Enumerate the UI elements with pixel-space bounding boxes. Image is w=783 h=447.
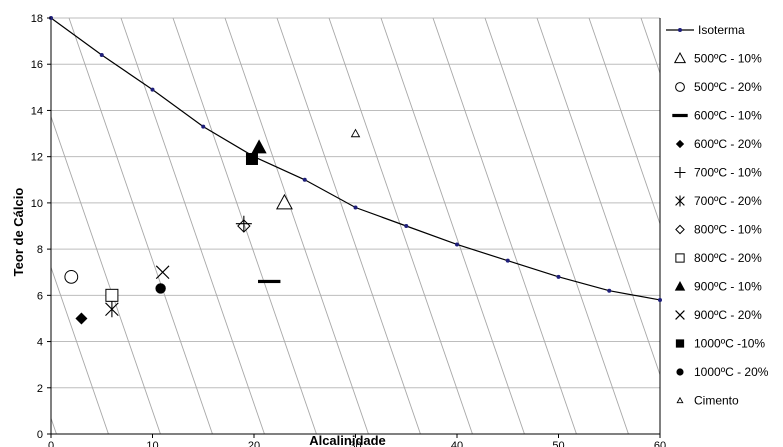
diagonal-line (276, 18, 421, 434)
isotherm-point (99, 52, 104, 57)
isotherm-point (505, 258, 510, 263)
tick-labels: 0 2 4 6 8 10 12 14 16 18 0 10 20 30 40 50 60 (31, 13, 666, 447)
legend-label: 900ºC - 20% (694, 308, 762, 322)
x-tick-label: 40 (451, 440, 463, 447)
diagonal-line (51, 115, 161, 434)
point-triangle-filled (251, 139, 267, 154)
legend-label: 700ºC - 20% (694, 194, 762, 208)
y-tick-label: 6 (37, 290, 43, 302)
point-square-filled (245, 152, 258, 165)
legend-marker-plus (674, 167, 686, 178)
legend-label: 800ºC - 20% (694, 251, 762, 265)
point-triangle-open (276, 193, 293, 210)
point-x (155, 265, 170, 280)
y-tick-label: 8 (37, 244, 43, 256)
point-diamond-filled (75, 312, 88, 325)
isotherm-line (50, 17, 661, 301)
legend-marker-circle-open (675, 82, 685, 92)
diagonal-line (432, 18, 577, 434)
x-axis-title: Alcalinidade (309, 433, 386, 447)
x-tick-label: 0 (48, 440, 54, 447)
diagonal-line (68, 18, 213, 434)
x-tick-label: 30 (349, 440, 361, 447)
diagonal-line (588, 18, 660, 226)
point-asterisk (105, 301, 119, 318)
isotherm-point (353, 205, 358, 210)
legend: Isoterma 500ºC - 10% 500ºC - 20% 600ºC - 10… (666, 23, 769, 408)
diagonal-line (224, 18, 369, 434)
legend-label: 1000ºC - 20% (694, 365, 769, 379)
y-axis-title: Teor de Cálcio (11, 188, 26, 277)
diagonal-line (536, 18, 660, 377)
diagonal-line (51, 266, 109, 434)
x-tick-label: 60 (654, 440, 666, 447)
isotherm-point (556, 274, 561, 279)
diagonal-line (172, 18, 317, 434)
point-triangle-small (350, 128, 361, 138)
diagonal-line (484, 18, 629, 434)
point-diamond-open (237, 219, 251, 233)
y-tick-label: 18 (31, 13, 43, 25)
legend-marker-asterisk (675, 195, 685, 207)
legend-marker-diamond-filled (675, 139, 685, 149)
isotherm-point (201, 124, 206, 129)
y-tick-label: 10 (31, 198, 43, 210)
data-markers (64, 128, 361, 325)
isotherm-point (607, 288, 612, 293)
gridlines (51, 17, 660, 435)
diagonal-guides (0, 18, 660, 434)
point-circle-filled (155, 283, 166, 294)
y-tick-label: 4 (37, 337, 43, 349)
point-plus (235, 215, 252, 232)
legend-marker-triangle-open (673, 51, 687, 64)
isotherm-point (658, 297, 662, 302)
diagonal-line (380, 18, 525, 434)
y-tick-label: 2 (37, 383, 43, 395)
y-tick-label: 0 (37, 429, 43, 441)
y-tick-label: 16 (31, 59, 43, 71)
legend-isotherm-dot (678, 28, 682, 32)
legend-label: 600ºC - 20% (694, 137, 762, 151)
point-dash (258, 279, 281, 284)
legend-marker-square-open (675, 253, 685, 263)
isotherm-point (404, 224, 409, 228)
legend-marker-square-filled (675, 339, 685, 348)
legend-label: 600ºC - 10% (694, 109, 762, 123)
legend-label: Isoterma (698, 23, 745, 37)
legend-marker-diamond-open (675, 224, 685, 235)
point-square-open (105, 288, 119, 302)
legend-marker-triangle-filled (674, 281, 686, 291)
x-tick-label: 50 (552, 440, 564, 447)
legend-label: 900ºC - 10% (694, 280, 762, 294)
legend-marker-triangle-small (676, 396, 684, 404)
diagonal-line (51, 416, 57, 434)
isotherm-point (150, 87, 155, 92)
legend-marker-x (675, 310, 685, 320)
point-circle-open (64, 269, 79, 284)
x-tick-label: 20 (248, 440, 260, 447)
legend-marker-dash (672, 113, 688, 118)
isotherm-point (455, 242, 459, 247)
legend-marker-circle-filled (676, 368, 684, 376)
legend-label: 500ºC - 10% (694, 52, 762, 66)
legend-label: 1000ºC -10% (694, 337, 765, 351)
legend-label: 700ºC - 10% (694, 166, 762, 180)
isotherm-series (49, 16, 662, 302)
y-tick-label: 14 (31, 105, 43, 117)
diagonal-line (328, 18, 473, 434)
diagonal-line (0, 18, 4, 434)
legend-label: 800ºC - 10% (694, 223, 762, 237)
diagonal-line (120, 18, 265, 434)
y-tick-label: 12 (31, 152, 43, 164)
isotherm-point (302, 177, 307, 182)
legend-label: Cimento (694, 394, 739, 408)
legend-label: 500ºC - 20% (694, 80, 762, 94)
x-tick-label: 10 (146, 440, 158, 447)
